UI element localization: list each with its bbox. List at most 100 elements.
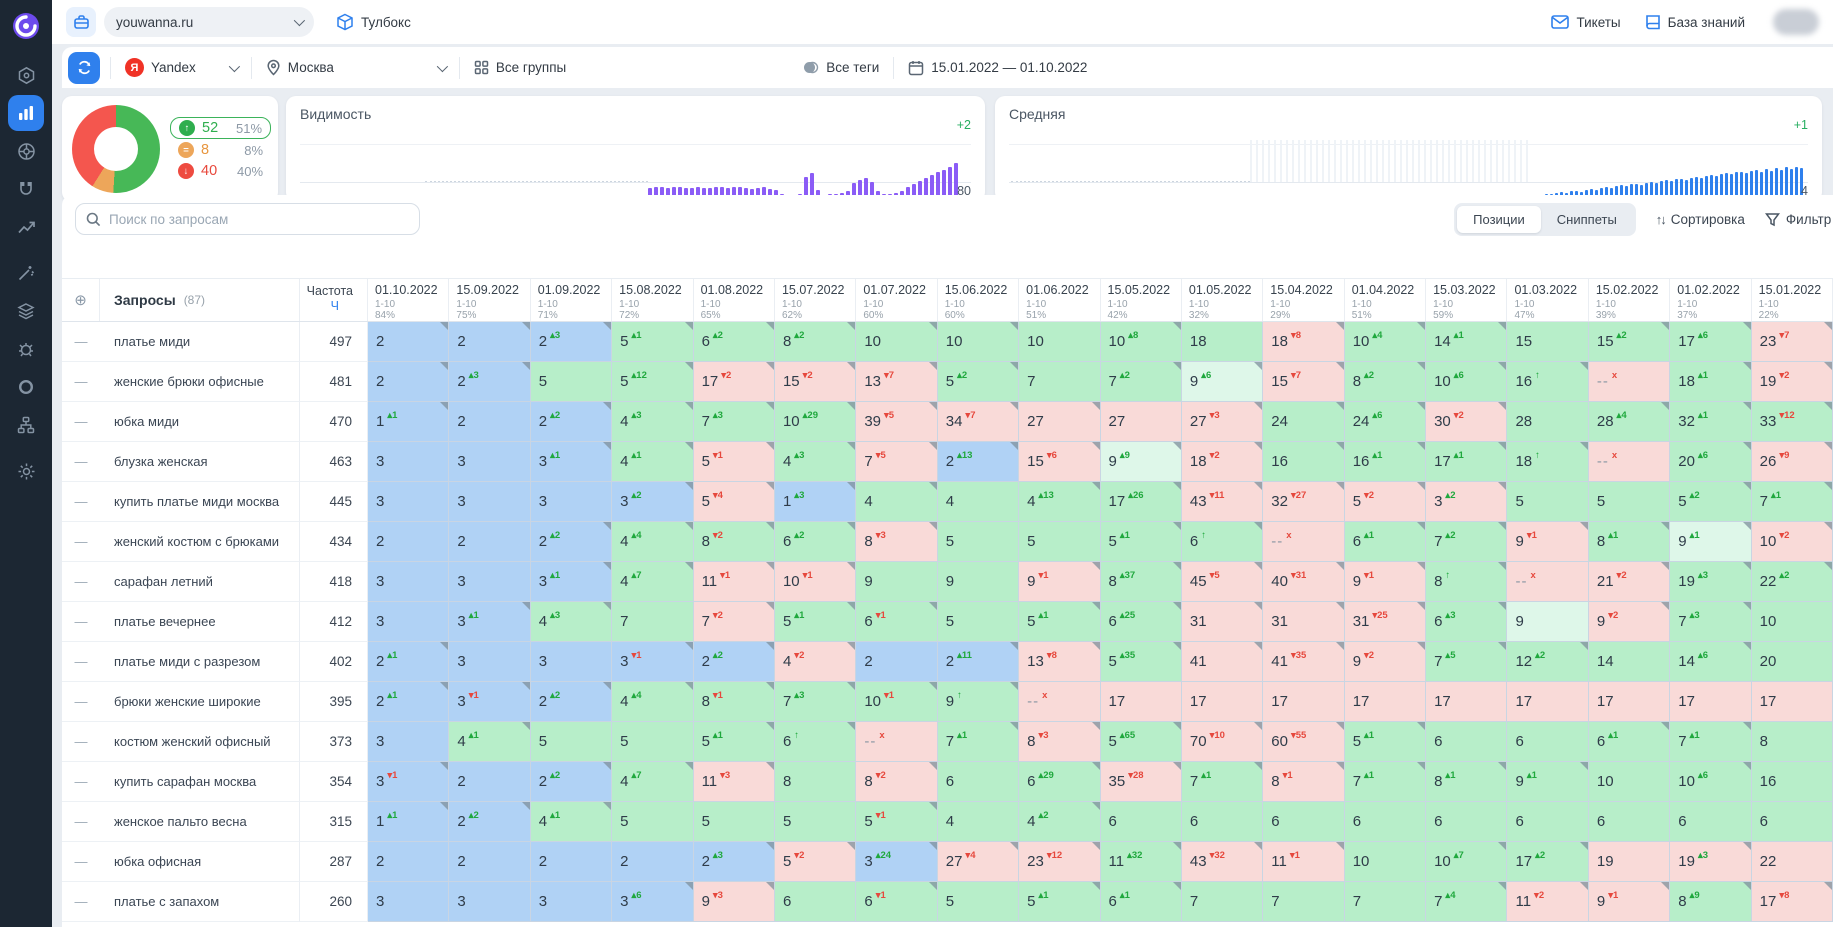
position-cell[interactable]: 8 ▾1 [693,682,775,722]
position-cell[interactable]: 6 [1751,802,1833,842]
sidebar-item-hex-icon[interactable] [8,57,44,93]
position-cell[interactable]: 22 [1751,842,1833,882]
position-cell[interactable]: 10 ▾2 [1751,522,1833,562]
position-cell[interactable]: 8 ▾2 [856,762,938,802]
position-cell[interactable]: 27 [1019,402,1101,442]
drag-handle[interactable]: — [62,722,100,762]
drag-handle[interactable]: — [62,602,100,642]
drag-handle[interactable]: — [62,682,100,722]
position-cell[interactable]: 4 ▴4 [612,682,694,722]
position-cell[interactable]: 17 ▾2 [693,362,775,402]
position-cell[interactable]: 1 ▴1 [368,802,450,842]
position-cell[interactable]: 17 [1426,682,1508,722]
position-cell[interactable]: 3 ▴1 [530,562,613,602]
knowledge-base-button[interactable]: База знаний [1645,14,1745,31]
query-cell[interactable]: брюки женские широкие [100,682,300,722]
position-cell[interactable]: 2 [449,842,531,882]
position-cell[interactable]: 2 ▴2 [530,762,613,802]
frequency-header[interactable]: Частота Ч [300,279,368,321]
position-cell[interactable]: 3 ▴2 [612,482,694,522]
position-cell[interactable]: 5 [1588,482,1671,522]
project-selector[interactable]: youwanna.ru [104,7,314,37]
position-cell[interactable]: 27 ▾4 [937,842,1020,882]
position-cell[interactable]: 3 [449,642,531,682]
position-cell[interactable]: 8 ▴1 [1426,762,1508,802]
date-column-header[interactable]: 01.09.2022 1-10 71% [531,279,613,321]
position-cell[interactable]: 10 [937,322,1020,362]
position-cell[interactable]: 9 ▾2 [1588,602,1671,642]
position-cell[interactable]: 6 ▴3 [1426,602,1508,642]
position-cell[interactable]: 11 ▾2 [1507,882,1589,922]
position-cell[interactable]: 5 [693,802,775,842]
position-cell[interactable]: 7 ▾5 [856,442,938,482]
position-cell[interactable]: 13 ▾8 [1019,642,1101,682]
position-cell[interactable]: 7 [1344,882,1427,922]
position-cell[interactable]: 18 ▾2 [1181,442,1264,482]
position-cell[interactable]: 7 ▴1 [1751,482,1833,522]
position-cell[interactable]: 4 [937,802,1020,842]
tab-позиции[interactable]: Позиции [1457,205,1541,233]
position-cell[interactable]: 8 [1751,722,1833,762]
average-position-card[interactable]: Средняя +1 4 [995,96,1822,202]
position-cell[interactable]: 3 [449,562,531,602]
date-column-header[interactable]: 15.01.2022 1-10 22% [1752,279,1833,321]
tags-selector[interactable]: Все теги [788,59,893,76]
position-cell[interactable]: 12 ▴2 [1507,642,1589,682]
position-cell[interactable]: 18 ▴1 [1670,362,1752,402]
position-cell[interactable]: 8 [774,762,857,802]
position-cell[interactable]: 43 ▾11 [1181,482,1264,522]
position-cell[interactable]: 41 ▾35 [1263,642,1345,682]
date-column-header[interactable]: 15.08.2022 1-10 72% [612,279,694,321]
position-cell[interactable]: 6 [1507,722,1589,762]
position-cell[interactable]: 40 ▾31 [1263,562,1345,602]
position-cell[interactable]: 4 [856,482,938,522]
position-cell[interactable]: 7 ▴1 [1344,762,1427,802]
position-cell[interactable]: 16 ↑ [1507,362,1589,402]
position-cell[interactable]: 34 ▾7 [937,402,1020,442]
drag-handle[interactable]: — [62,442,100,482]
date-column-header[interactable]: 01.10.2022 1-10 84% [368,279,450,321]
position-cell[interactable]: 2 [368,522,450,562]
position-cell[interactable]: 7 ▴2 [1100,362,1182,402]
position-cell[interactable]: 18 [1181,322,1264,362]
position-cell[interactable]: 3 ▾1 [368,762,450,802]
position-cell[interactable]: 2 [368,322,450,362]
position-cell[interactable]: 3 [368,602,450,642]
position-cell[interactable]: 6 ▴2 [774,522,857,562]
groups-selector[interactable]: Все группы [460,60,580,75]
query-cell[interactable]: купить сарафан москва [100,762,300,802]
position-cell[interactable]: 11 ▾1 [1263,842,1345,882]
position-cell[interactable]: 6 ▾1 [856,882,938,922]
drag-handle[interactable]: — [62,842,100,882]
position-cell[interactable]: 32 ▾27 [1263,482,1345,522]
position-cell[interactable]: 3 [530,642,613,682]
position-cell[interactable]: 9 [1507,602,1589,642]
position-cell[interactable]: 2 ▴3 [449,362,531,402]
position-cell[interactable]: 6 [1100,802,1182,842]
position-cell[interactable]: 2 ▴1 [368,682,450,722]
position-cell[interactable]: 5 ▴2 [937,362,1020,402]
sidebar-item-sitemap-icon[interactable] [8,407,44,443]
position-cell[interactable]: 14 ▴1 [1426,322,1508,362]
position-cell[interactable]: 16 [1751,762,1833,802]
query-cell[interactable]: платье вечернее [100,602,300,642]
position-cell[interactable]: 18 ↑ [1507,442,1589,482]
position-cell[interactable]: 4 [937,482,1020,522]
date-column-header[interactable]: 15.09.2022 1-10 75% [449,279,531,321]
position-cell[interactable]: 2 [530,842,613,882]
position-cell[interactable]: 17 [1263,682,1345,722]
position-cell[interactable]: 2 [368,842,450,882]
position-cell[interactable]: 9 ▴9 [1100,442,1182,482]
position-cell[interactable]: 10 ▴8 [1100,322,1182,362]
position-cell[interactable]: 6 [1426,722,1508,762]
position-cell[interactable]: 19 [1588,842,1671,882]
sidebar-item-bug-icon[interactable] [8,331,44,367]
position-cell[interactable]: 2 ▴2 [530,682,613,722]
drag-handle[interactable]: — [62,562,100,602]
position-cell[interactable]: 28 ▴4 [1588,402,1671,442]
tab-сниппеты[interactable]: Сниппеты [1541,206,1633,233]
position-cell[interactable]: 15 ▴2 [1588,322,1671,362]
query-cell[interactable]: сарафан летний [100,562,300,602]
position-cell[interactable]: 9 ▾1 [1344,562,1427,602]
position-cell[interactable]: 2 [612,842,694,882]
